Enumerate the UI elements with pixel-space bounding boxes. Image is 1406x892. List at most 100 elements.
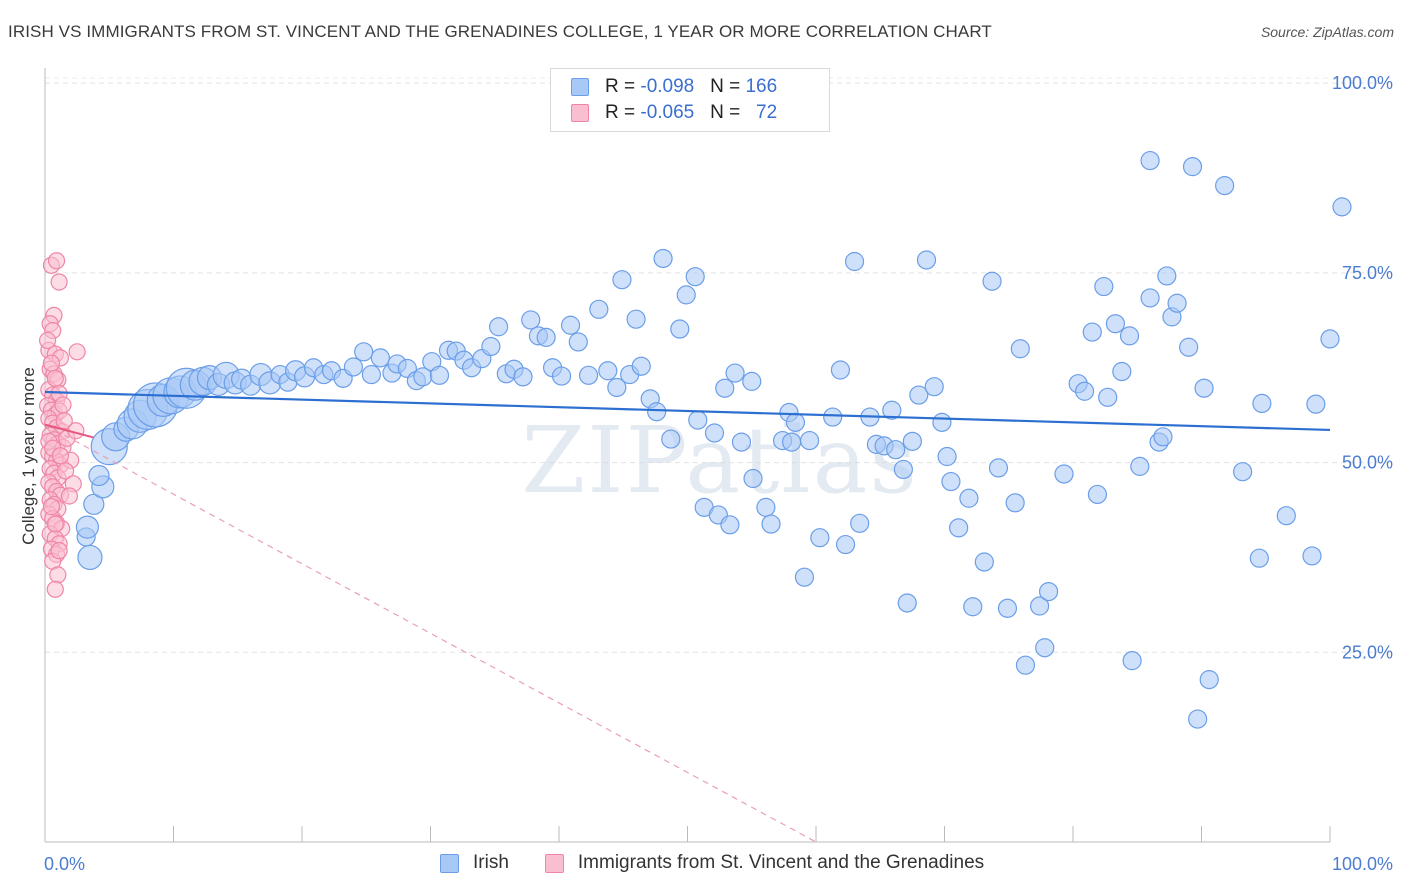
irish-point [850, 513, 870, 533]
y-tick-label: 100.0% [1332, 73, 1393, 93]
irish-point [688, 410, 708, 430]
legend-stats: R = -0.098 N = 166 R = -0.065 N = 72 [550, 68, 830, 132]
irish-point [941, 471, 961, 492]
svg-immigrants-point [46, 515, 64, 533]
legend-r-label: R = [605, 76, 641, 97]
irish-point [924, 377, 944, 397]
irish-point [1276, 506, 1296, 526]
irish-point [781, 432, 802, 452]
irish-point [568, 332, 588, 352]
irish-point [1035, 638, 1055, 658]
svg-immigrants-point [49, 566, 67, 584]
trend-line-svg [44, 423, 95, 439]
svg-immigrants-point [47, 252, 66, 270]
irish-point [897, 593, 917, 613]
svg-immigrants-point [56, 462, 75, 480]
legend-r-label: R = [605, 102, 641, 123]
irish-point [1199, 670, 1219, 690]
svg-immigrants-point [42, 498, 61, 516]
tick-labels: 25.0% 50.0% 75.0% 100.0% 0.0% 100.0% [44, 73, 1393, 874]
irish-point [75, 515, 100, 539]
svg-immigrants-point [68, 343, 86, 361]
irish-point [830, 360, 851, 380]
irish-point [676, 285, 696, 305]
irish-point [1233, 462, 1253, 482]
irish-point [481, 336, 501, 357]
trend-line-irish [44, 390, 1331, 432]
irish-point [982, 271, 1002, 291]
chart-title: IRISH VS IMMIGRANTS FROM ST. VINCENT AND… [8, 22, 992, 41]
legend-swatch-irish [571, 78, 589, 96]
irish-point [909, 385, 929, 405]
irish-point [83, 493, 105, 515]
irish-point [1140, 288, 1160, 308]
irish-point [1074, 381, 1095, 401]
irish-point [1194, 378, 1214, 398]
y-tick-label: 50.0% [1342, 453, 1393, 473]
irish-point [997, 598, 1018, 618]
irish-point [1157, 266, 1177, 286]
irish-point [1098, 387, 1118, 407]
irish-point [1249, 548, 1269, 568]
irish-point [354, 342, 374, 362]
trend-lines [44, 390, 1331, 843]
irish-point [810, 528, 830, 548]
source-credit: Source: ZipAtlas.com [1260, 24, 1394, 40]
irish-point [1130, 456, 1150, 476]
irish-point [1119, 326, 1140, 346]
irish-point [1010, 339, 1030, 359]
irish-point [1082, 322, 1102, 342]
irish-point [1087, 484, 1108, 505]
irish-point [1038, 581, 1059, 602]
irish-point [937, 446, 957, 467]
irish-point [794, 567, 815, 587]
irish-point [835, 534, 856, 555]
irish-point [963, 597, 983, 617]
irish-point [893, 459, 913, 480]
irish-point [578, 365, 599, 385]
irish-point [631, 356, 651, 376]
legend-row-irish: R = -0.098 N = 166 [571, 74, 777, 100]
svg-immigrants-point [46, 580, 64, 598]
irish-point [725, 363, 745, 383]
irish-point [536, 327, 556, 347]
y-tick-label: 75.0% [1342, 263, 1393, 283]
legend-row-svg: R = -0.065 N = 72 [571, 100, 777, 126]
irish-point [685, 267, 705, 287]
irish-point [932, 412, 952, 432]
irish-point [1188, 709, 1208, 729]
irish-point [1112, 361, 1132, 382]
irish-point [429, 365, 450, 385]
watermark: ZIPatlas [521, 407, 918, 514]
irish-point [670, 319, 690, 339]
irish-point [1320, 329, 1340, 349]
irish-point [1252, 393, 1272, 413]
bottom-legend-label-svg: Immigrants from St. Vincent and the Gren… [577, 852, 985, 873]
irish-point [77, 544, 103, 571]
y-tick-label: 25.0% [1342, 642, 1393, 662]
irish-point [1306, 394, 1326, 414]
irish-points [75, 150, 1352, 729]
irish-point [1054, 464, 1074, 484]
irish-point [1167, 293, 1187, 313]
irish-point [882, 400, 902, 420]
legend-n-value-svg: 72 [756, 102, 778, 123]
legend-n-label: N = [694, 102, 757, 123]
irish-point [720, 515, 740, 535]
irish-point [653, 248, 673, 269]
irish-point [823, 407, 843, 427]
irish-point [886, 440, 906, 460]
irish-point [1122, 651, 1142, 671]
irish-point [661, 429, 681, 449]
irish-point [974, 552, 994, 572]
trend-line-svg-extended [44, 424, 817, 843]
irish-point [949, 518, 969, 538]
irish-point [959, 488, 979, 508]
irish-point [1005, 493, 1025, 513]
bottom-legend: Irish Immigrants from St. Vincent and th… [440, 852, 984, 874]
irish-point [88, 464, 110, 487]
irish-point [761, 514, 781, 534]
irish-point [715, 378, 735, 398]
irish-point [1153, 427, 1173, 447]
irish-point [988, 458, 1009, 478]
